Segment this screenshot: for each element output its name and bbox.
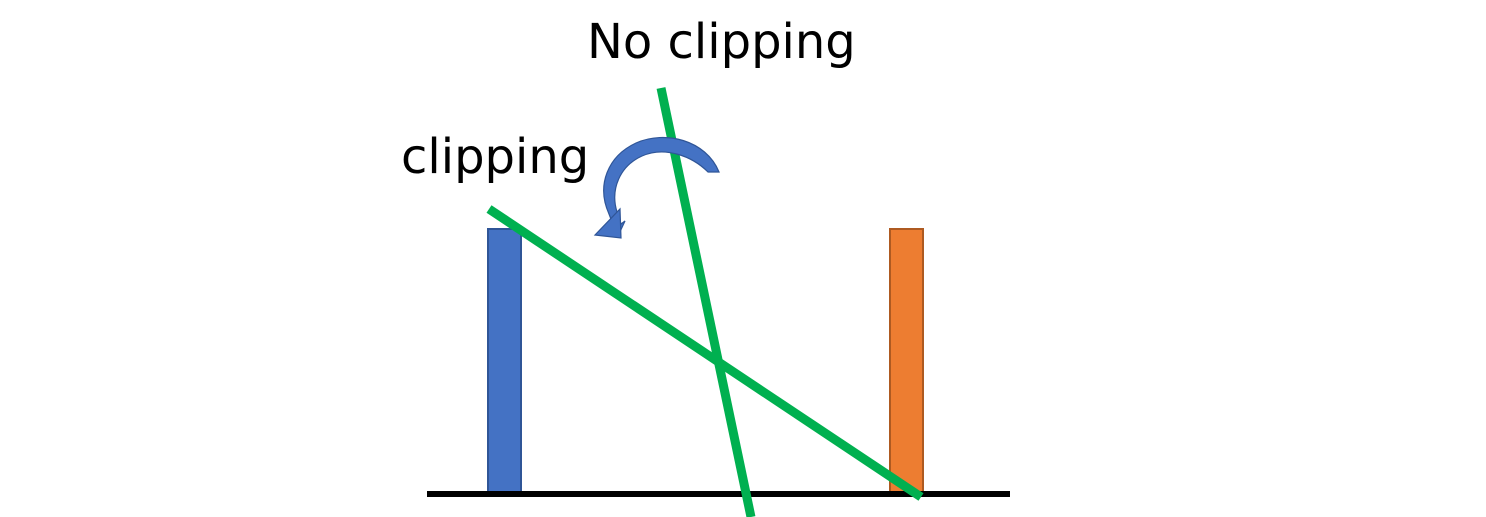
curved-rotate-arrow-icon: [593, 136, 720, 239]
clipping-label: clipping: [401, 129, 589, 185]
no-clipping-label: No clipping: [587, 14, 856, 70]
no-clipping-line: [656, 87, 756, 517]
rotate-arrow-body: [603, 136, 720, 237]
left-bar: [487, 228, 522, 495]
right-bar: [889, 228, 924, 495]
clipping-line: [486, 205, 924, 501]
rotate-arrow-head: [593, 207, 622, 239]
